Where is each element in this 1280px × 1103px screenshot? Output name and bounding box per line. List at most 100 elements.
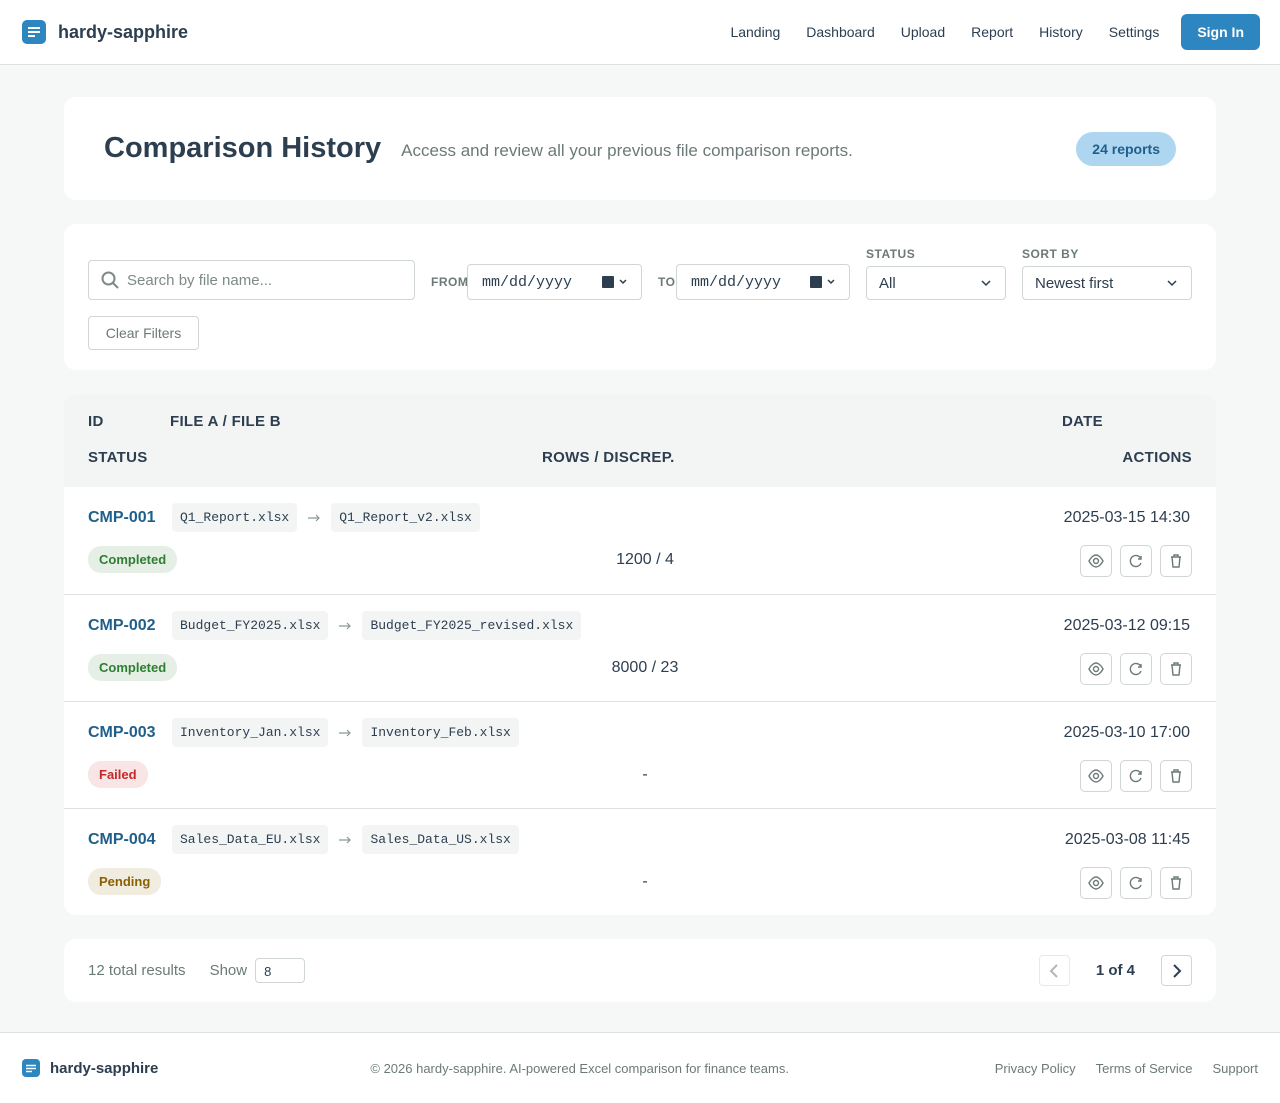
search-icon — [101, 271, 119, 289]
report-date: 2025-03-15 14:30 — [1063, 509, 1190, 526]
file-pair: Q1_Report.xlsx Q1_Report_v2.xlsx — [172, 503, 480, 532]
delete-button[interactable] — [1160, 653, 1192, 685]
status-value: All — [879, 274, 896, 292]
brand[interactable]: hardy-sapphire — [58, 21, 189, 42]
report-id[interactable]: CMP-002 — [88, 617, 156, 634]
file-pair: Sales_Data_EU.xlsx Sales_Data_US.xlsx — [172, 825, 519, 854]
nav-link[interactable]: Report — [971, 24, 1014, 40]
date-placeholder: mm/dd/yyyy — [691, 273, 782, 291]
search-input[interactable]: Search by file name... — [88, 260, 415, 300]
nav-link[interactable]: Settings — [1108, 24, 1160, 40]
report-id[interactable]: CMP-004 — [88, 831, 156, 848]
filter-card: Search by file name... FROM mm/dd/yyyy T… — [64, 224, 1216, 370]
file-pair: Inventory_Jan.xlsx Inventory_Feb.xlsx — [172, 718, 519, 747]
delete-button[interactable] — [1160, 760, 1192, 792]
rerun-icon — [1129, 876, 1142, 890]
view-button[interactable] — [1080, 545, 1112, 577]
footer-link[interactable]: Terms of Service — [1095, 1060, 1193, 1076]
rows-discrepancies: 8000 / 23 — [611, 659, 679, 676]
rerun-icon — [1129, 769, 1142, 783]
rerun-icon — [1129, 554, 1142, 568]
rows-discrepancies: - — [642, 766, 648, 783]
status-label: STATUS — [866, 247, 916, 261]
file-a: Inventory_Jan.xlsx — [172, 718, 329, 747]
table-body: CMP-001 Q1_Report.xlsx Q1_Report_v2.xlsx 20… — [64, 487, 1216, 915]
report-date: 2025-03-10 17:00 — [1063, 724, 1190, 741]
arrow — [338, 831, 352, 849]
delete-icon — [1171, 769, 1181, 783]
logo[interactable] — [22, 20, 46, 44]
sort-value: Newest first — [1035, 274, 1114, 292]
rows-discrepancies: 1200 / 4 — [616, 551, 674, 568]
file-b: Inventory_Feb.xlsx — [362, 718, 519, 747]
report-id[interactable]: CMP-003 — [88, 724, 156, 741]
clear-label: Clear Filters — [105, 325, 182, 341]
view-button[interactable] — [1080, 653, 1112, 685]
show-label: Show — [209, 962, 248, 979]
next-icon — [1172, 963, 1181, 978]
date-placeholder: mm/dd/yyyy — [482, 273, 573, 291]
rerun-button[interactable] — [1120, 653, 1152, 685]
view-icon — [1088, 554, 1104, 568]
file-b: Budget_FY2025_revised.xlsx — [362, 611, 582, 640]
table-card: ID FILE A / FILE B DATE STATUS ROWS / DI… — [64, 394, 1216, 915]
view-button[interactable] — [1080, 760, 1112, 792]
sign-in-button[interactable]: Sign In — [1181, 14, 1260, 50]
next-page[interactable] — [1161, 955, 1192, 986]
actions — [1080, 545, 1192, 577]
report-count: 24 reports — [1076, 131, 1176, 166]
from-date[interactable]: mm/dd/yyyy — [467, 264, 642, 300]
nav-link[interactable]: Dashboard — [806, 24, 875, 40]
prev-page[interactable] — [1038, 955, 1070, 986]
chevron — [1167, 280, 1177, 287]
actions — [1080, 867, 1192, 899]
col-header: ROWS / DISCREP. — [542, 449, 675, 466]
arrow — [338, 617, 352, 635]
report-date: 2025-03-08 11:45 — [1064, 831, 1190, 848]
arrow-icon — [339, 836, 352, 843]
file-a: Q1_Report.xlsx — [172, 503, 298, 532]
to-date[interactable]: mm/dd/yyyy — [676, 264, 850, 300]
file-a: Budget_FY2025.xlsx — [172, 611, 329, 640]
report-id[interactable]: CMP-001 — [88, 509, 156, 526]
footer-link[interactable]: Privacy Policy — [994, 1060, 1076, 1076]
copyright: © 2026 hardy-sapphire. AI-powered Excel … — [370, 1060, 789, 1076]
chevron — [981, 280, 991, 287]
status-badge: Completed — [88, 654, 178, 681]
to-label: TO — [658, 275, 676, 289]
rows-discrepancies: - — [642, 873, 648, 890]
footer-link[interactable]: Support — [1212, 1060, 1258, 1076]
status-select[interactable]: All — [866, 266, 1006, 300]
table-row: CMP-001 Q1_Report.xlsx Q1_Report_v2.xlsx 20… — [64, 487, 1216, 594]
prev-icon — [1049, 963, 1059, 978]
rerun-button[interactable] — [1120, 867, 1152, 899]
delete-button[interactable] — [1160, 867, 1192, 899]
file-a: Sales_Data_EU.xlsx — [172, 825, 329, 854]
nav-link[interactable]: Upload — [900, 24, 946, 40]
sort-select[interactable]: Newest first — [1022, 266, 1192, 300]
nav-link[interactable]: History — [1039, 24, 1083, 40]
arrow-icon — [308, 514, 321, 521]
subtitle: Access and review all your previous file… — [401, 140, 853, 160]
nav-link[interactable]: Landing — [730, 24, 781, 40]
rerun-button[interactable] — [1120, 545, 1152, 577]
view-icon — [1088, 662, 1104, 676]
delete-icon — [1171, 876, 1181, 890]
file-b: Sales_Data_US.xlsx — [362, 825, 519, 854]
delete-button[interactable] — [1160, 545, 1192, 577]
view-button[interactable] — [1080, 867, 1112, 899]
sort-label: SORT BY — [1022, 247, 1079, 261]
date-icons — [810, 276, 835, 288]
arrow-icon — [339, 729, 352, 736]
nav-links: Landing Dashboard Upload Report History Setti… — [730, 24, 1159, 40]
rerun-button[interactable] — [1120, 760, 1152, 792]
table-row: CMP-003 Inventory_Jan.xlsx Inventory_Feb.x… — [64, 701, 1216, 808]
page-size[interactable]: 8 — [255, 958, 306, 983]
view-icon — [1088, 769, 1104, 783]
rerun-icon — [1129, 662, 1142, 676]
col-header: DATE — [1062, 413, 1103, 430]
pagination: 12 total results Show 8 1 of 4 — [64, 939, 1216, 1002]
clear-filters[interactable]: Clear Filters — [88, 316, 199, 350]
